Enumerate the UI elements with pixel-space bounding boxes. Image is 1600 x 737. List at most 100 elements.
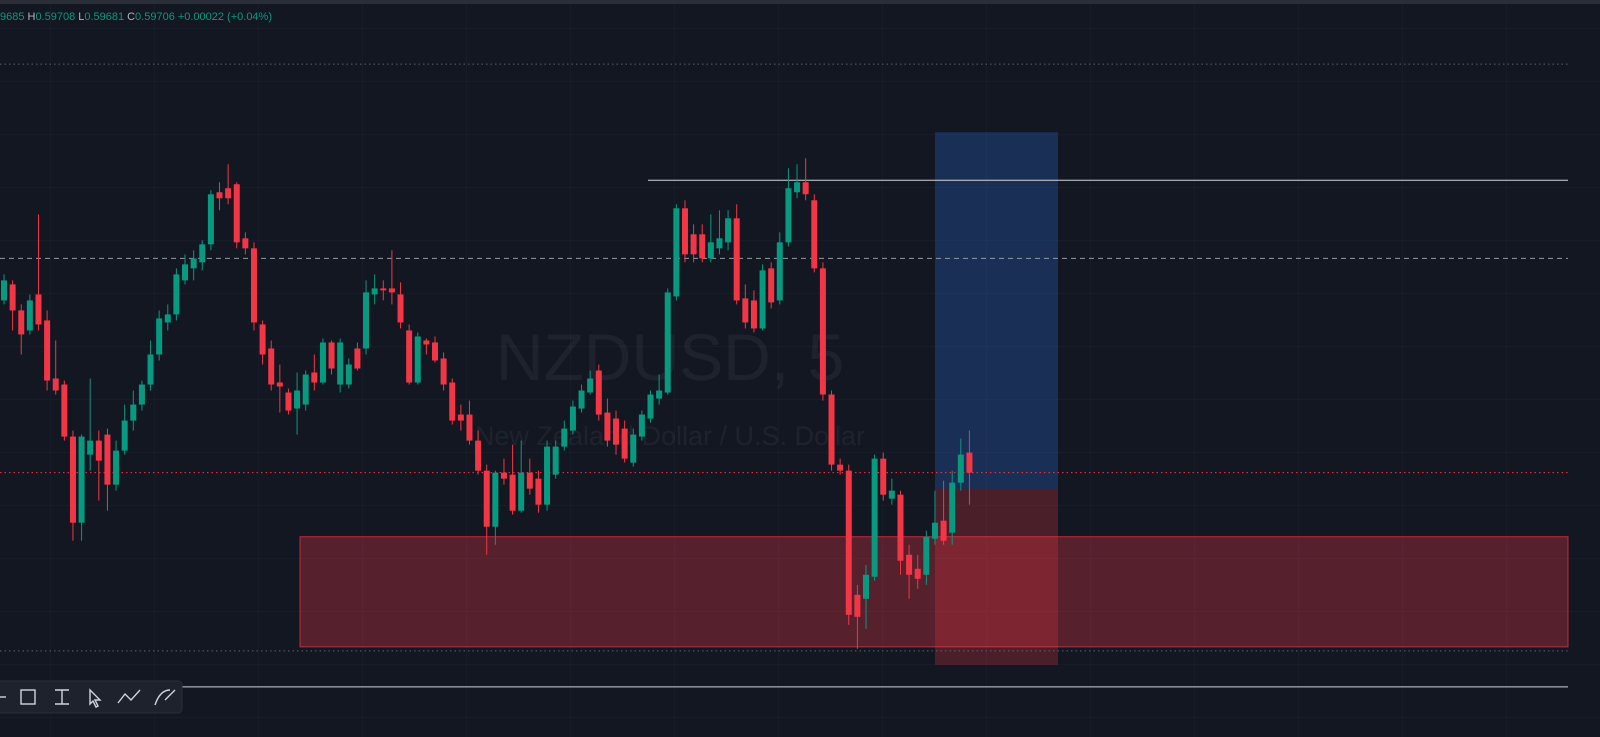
tool-price-range[interactable] [55,689,69,705]
tool-rectangle[interactable] [20,689,36,705]
candle-body [923,536,930,575]
candle-body [949,482,956,533]
ohlc-value: 0.59706 [135,11,175,23]
candle-body [104,434,111,485]
candle-body [164,314,171,323]
candle-body [785,188,792,243]
candle-body [500,472,507,479]
candle-body [587,378,594,393]
candle-body [268,348,275,385]
candle-body [345,364,352,385]
candle-body [871,458,878,577]
candle-body [673,208,680,297]
candle-body [35,294,42,325]
candle-body [544,446,551,505]
candle-body [449,382,456,421]
candle-body [173,274,180,315]
candle-body [535,478,542,505]
candle-body [759,270,766,329]
candle-body [854,594,861,617]
ohlc-value: 0.59708 [35,11,76,23]
candle-body [26,300,33,331]
position-stop [935,488,1058,665]
candle-body [113,450,120,485]
ohlc-item: +0.00022 (+0.04%) [178,11,272,23]
candle-body [388,288,395,293]
candle-body [475,440,482,471]
tool-path[interactable] [117,689,141,704]
ohlc-value: 9685 [0,11,25,23]
candle-body [768,268,775,303]
drawing-toolbar [0,680,183,714]
plot [0,63,1569,688]
candle-body [363,292,370,349]
candle-body [776,242,783,301]
watermark-description: New Zealand Dollar / U.S. Dollar [475,421,865,451]
candle-body [199,244,206,263]
candle-body [138,384,145,405]
candle-body [302,374,309,405]
candle-body [44,320,51,381]
candle-body [216,192,223,199]
candle-body [699,234,706,259]
candle-body [182,264,189,281]
candle-body [466,414,473,441]
candle-body [225,188,232,199]
candle-body [569,406,576,431]
candle-body [492,472,499,527]
ohlc-header: 9685 H0.59708 L0.59681 C0.59706 +0.00022 (+0… [0,11,275,23]
candle-body [406,330,413,383]
ohlc-key: L [78,11,85,23]
candle-body [276,382,283,387]
ohlc-value: 0.59681 [84,11,125,23]
ohlc-key: C [127,11,136,23]
candle-body [294,390,301,409]
candle-body [518,472,525,511]
candle-body [78,436,85,523]
candle-body [681,208,688,255]
candle-body [888,490,895,499]
candle-body [69,436,76,523]
candle-body [311,372,318,383]
ohlc-key: H [27,11,36,23]
candle-body [621,428,628,459]
candle-body [811,200,818,269]
candle-body [837,464,844,471]
candle-body [319,342,326,383]
candle-body [121,420,128,451]
candle-body [156,318,163,355]
candle-body [190,258,197,269]
ohlc-item: 9685 [0,11,24,23]
candle-body [595,370,602,415]
candle-body [397,294,404,323]
candle-body [423,340,430,345]
candle-body [690,234,697,255]
candle-body [9,284,16,311]
candle-body [440,358,447,385]
candle-body [147,354,154,385]
candle-body [794,182,801,193]
candle-body [259,324,266,355]
position-target [935,132,1058,489]
candle-body [750,300,757,329]
candle-body [819,268,826,395]
candle-body [845,470,852,615]
candle-body [802,182,809,195]
candle-body [880,458,887,495]
candle-body [656,390,663,399]
candle-body [630,434,637,463]
top-border [0,0,1600,4]
toolbar-bg [0,680,183,714]
candle-body [414,336,421,383]
candle-body [52,378,59,391]
candle-body [897,494,904,561]
ohlc-value: +0.00022 (+0.04%) [177,11,272,23]
candle-body [613,418,620,445]
candle-body [940,520,947,541]
tool-brush[interactable] [154,689,176,706]
candle-body [957,454,964,483]
tool-cursor[interactable] [89,688,102,708]
